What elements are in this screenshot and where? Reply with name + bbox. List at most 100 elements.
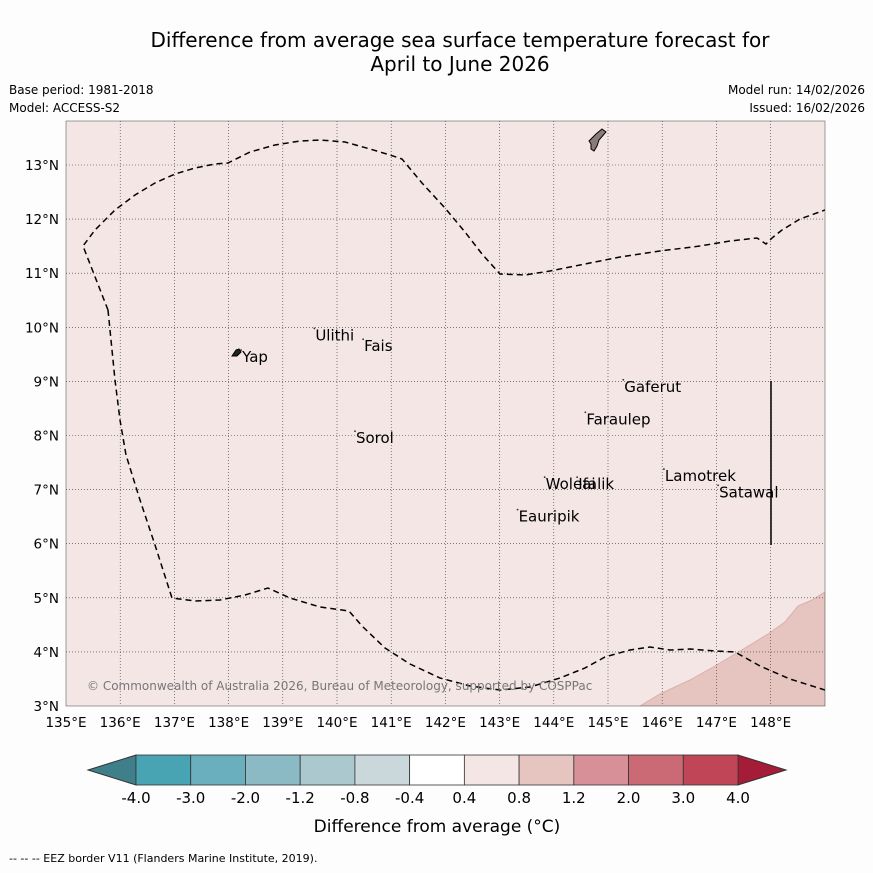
copyright-notice: © Commonwealth of Australia 2026, Bureau…: [87, 679, 592, 693]
colorbar-swatch: [190, 754, 246, 786]
colorbar-under-arrow: [86, 754, 137, 786]
place-yap: Yap: [240, 348, 268, 366]
place-name: Gaferut: [624, 378, 681, 396]
latitude-labels: 3°N 4°N 5°N 6°N 7°N 8°N 9°N 10°N 11°N 12°N 13°N: [25, 158, 59, 715]
place-name: Ulithi: [315, 326, 354, 344]
colorbar-tick-label: 3.0: [671, 789, 695, 807]
latitude-label: 7°N: [34, 483, 59, 499]
colorbar-swatch: [682, 754, 739, 786]
colorbar-tick-label: -4.0: [121, 789, 150, 807]
place-name: Eauripik: [519, 508, 580, 526]
longitude-label: 146°E: [642, 715, 683, 731]
colorbar-tick-label: 2.0: [617, 789, 641, 807]
colorbar-tick-label: 0.4: [452, 789, 476, 807]
colorbar-tick-label: -0.4: [395, 789, 424, 807]
longitude-labels: 135°E 136°E 137°E 138°E 139°E 140°E 141°E 142°E…: [45, 715, 791, 731]
title-line-1: Difference from average sea surface temp…: [150, 28, 770, 52]
place-name: Faraulep: [586, 410, 650, 428]
place-name: Ifalik: [578, 475, 614, 493]
longitude-label: 142°E: [425, 715, 466, 731]
atoll-marker: [576, 476, 579, 479]
longitude-label: 144°E: [533, 715, 574, 731]
longitude-label: 140°E: [316, 715, 357, 731]
colorbar-swatch: [628, 754, 684, 786]
model-name: Model: ACCESS-S2: [9, 101, 121, 115]
place-sorol: Sorol: [354, 429, 394, 447]
place-faraulep: Faraulep: [584, 410, 651, 428]
longitude-label: 138°E: [208, 715, 249, 731]
place-lamotrek: Lamotrek: [663, 467, 736, 485]
colorbar-label: Difference from average (°C): [314, 817, 561, 837]
place-satawal: Satawal: [717, 483, 779, 501]
longitude-label: 145°E: [587, 715, 628, 731]
atoll-marker: [543, 476, 546, 479]
longitude-label: 148°E: [750, 715, 791, 731]
model-run: Model run: 14/02/2026: [727, 83, 865, 97]
atoll-marker: [354, 430, 356, 433]
issued-date: Issued: 16/02/2026: [749, 101, 865, 115]
colorbar-tick-label: -0.8: [340, 789, 369, 807]
colorbar-tick-label: -2.0: [231, 789, 260, 807]
graticule: [66, 121, 825, 706]
place-name: Satawal: [719, 483, 778, 501]
place-ifalik: Ifalik: [576, 475, 614, 493]
atoll-marker: [717, 484, 720, 487]
latitude-label: 6°N: [34, 537, 59, 553]
guam-island: [588, 128, 607, 152]
colorbar-swatch: [518, 754, 575, 786]
latitude-label: 12°N: [25, 212, 59, 228]
colorbar-swatch: [573, 754, 629, 786]
latitude-label: 11°N: [25, 266, 59, 282]
latitude-label: 4°N: [34, 645, 59, 661]
yap-island: [231, 348, 242, 357]
longitude-label: 137°E: [154, 715, 195, 731]
plot-frame: [65, 120, 826, 707]
colorbar-tick-label: 4.0: [726, 789, 750, 807]
colorbar-swatch: [354, 754, 411, 786]
place-name: Woleai: [546, 475, 596, 493]
latitude-label: 3°N: [34, 699, 59, 715]
atoll-marker: [622, 378, 625, 381]
place-eauripik: Eauripik: [516, 508, 580, 526]
colorbar-swatch: [245, 754, 301, 786]
place-name: Yap: [241, 348, 268, 366]
longitude-label: 139°E: [262, 715, 303, 731]
longitude-label: 136°E: [100, 715, 141, 731]
latitude-label: 10°N: [25, 320, 59, 336]
place-woleai: Woleai: [543, 475, 596, 493]
atoll-marker: [663, 468, 665, 470]
anomaly-field: [66, 121, 825, 706]
eez-border: [82, 139, 825, 311]
atoll-marker: [362, 338, 364, 341]
eez-border-south: [107, 309, 825, 691]
latitude-label: 13°N: [25, 158, 59, 174]
atoll-marker: [313, 327, 316, 330]
colorbar-swatch: [299, 754, 356, 786]
latitude-label: 9°N: [34, 374, 59, 390]
place-gaferut: Gaferut: [622, 378, 681, 396]
place-name: Lamotrek: [665, 467, 736, 485]
latitude-label: 8°N: [34, 429, 59, 445]
place-name: Fais: [364, 337, 393, 355]
title-line-2: April to June 2026: [370, 52, 550, 76]
colorbar-swatch: [409, 754, 465, 786]
place-name: Sorol: [356, 429, 394, 447]
colorbar-tick-label: -1.2: [286, 789, 315, 807]
longitude-label: 135°E: [45, 715, 86, 731]
chart-title: Difference from average sea surface temp…: [60, 28, 860, 76]
longitude-label: 141°E: [371, 715, 412, 731]
colorbar-tick-label: 1.2: [562, 789, 586, 807]
colorbar-swatch: [463, 754, 520, 786]
place-fais: Fais: [362, 337, 393, 355]
warm-anomaly-region: [639, 591, 825, 706]
colorbar-tick-label: -3.0: [176, 789, 205, 807]
atoll-marker: [240, 349, 243, 351]
colorbar-over-arrow: [737, 754, 788, 786]
longitude-label: 143°E: [479, 715, 520, 731]
place-labels: Yap Ulithi Fais Sorol Gaferut Faraulep WoleaiI…: [240, 326, 779, 526]
longitude-label: 147°E: [696, 715, 737, 731]
base-period: Base period: 1981-2018: [9, 83, 154, 97]
colorbar-swatch: [135, 754, 192, 786]
colorbar: -4.0 -3.0 -2.0 -1.2 -0.8 -0.4 0.4 0.8 1.2 2.0 3.0 4…: [86, 754, 788, 807]
